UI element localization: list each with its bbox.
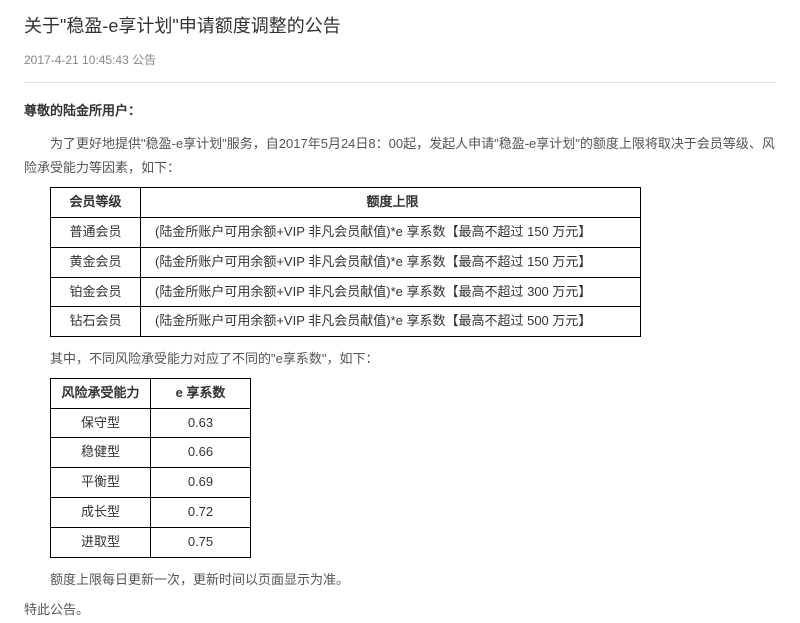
table-row: 普通会员 (陆金所账户可用余额+VIP 非凡会员献值)*e 享系数【最高不超过 …	[51, 217, 641, 247]
cell-limit: (陆金所账户可用余额+VIP 非凡会员献值)*e 享系数【最高不超过 150 万…	[141, 247, 641, 277]
meta-line: 2017-4-21 10:45:43 公告	[24, 51, 776, 83]
closing-paragraph: 特此公告。	[24, 598, 776, 623]
cell-coef: 0.72	[151, 498, 251, 528]
timestamp: 2017-4-21 10:45:43	[24, 53, 129, 67]
table-row: 黄金会员 (陆金所账户可用余额+VIP 非凡会员献值)*e 享系数【最高不超过 …	[51, 247, 641, 277]
table-row: 成长型 0.72	[51, 498, 251, 528]
table-header-row: 会员等级 额度上限	[51, 188, 641, 218]
col-risk: 风险承受能力	[51, 378, 151, 408]
cell-coef: 0.75	[151, 527, 251, 557]
member-limit-table: 会员等级 额度上限 普通会员 (陆金所账户可用余额+VIP 非凡会员献值)*e …	[50, 187, 641, 337]
cell-risk: 稳健型	[51, 438, 151, 468]
table-row: 进取型 0.75	[51, 527, 251, 557]
cell-coef: 0.69	[151, 468, 251, 498]
note-paragraph: 额度上限每日更新一次，更新时间以页面显示为准。	[24, 568, 776, 593]
col-member-level: 会员等级	[51, 188, 141, 218]
cell-risk: 进取型	[51, 527, 151, 557]
intro-paragraph: 为了更好地提供"稳盈-e享计划"服务，自2017年5月24日8：00起，发起人申…	[24, 132, 776, 181]
cell-level: 铂金会员	[51, 277, 141, 307]
cell-level: 普通会员	[51, 217, 141, 247]
page-title: 关于"稳盈-e享计划"申请额度调整的公告	[24, 12, 776, 41]
col-coef: e 享系数	[151, 378, 251, 408]
cell-coef: 0.63	[151, 408, 251, 438]
cell-limit: (陆金所账户可用余额+VIP 非凡会员献值)*e 享系数【最高不超过 500 万…	[141, 307, 641, 337]
risk-coefficient-table: 风险承受能力 e 享系数 保守型 0.63 稳健型 0.66 平衡型 0.69 …	[50, 378, 251, 558]
col-limit: 额度上限	[141, 188, 641, 218]
cell-coef: 0.66	[151, 438, 251, 468]
table-header-row: 风险承受能力 e 享系数	[51, 378, 251, 408]
cell-limit: (陆金所账户可用余额+VIP 非凡会员献值)*e 享系数【最高不超过 150 万…	[141, 217, 641, 247]
table-row: 平衡型 0.69	[51, 468, 251, 498]
cell-level: 黄金会员	[51, 247, 141, 277]
category-label: 公告	[132, 53, 156, 67]
cell-level: 钻石会员	[51, 307, 141, 337]
cell-limit: (陆金所账户可用余额+VIP 非凡会员献值)*e 享系数【最高不超过 300 万…	[141, 277, 641, 307]
table-row: 保守型 0.63	[51, 408, 251, 438]
cell-risk: 保守型	[51, 408, 151, 438]
cell-risk: 成长型	[51, 498, 151, 528]
table-row: 钻石会员 (陆金所账户可用余额+VIP 非凡会员献值)*e 享系数【最高不超过 …	[51, 307, 641, 337]
table-row: 稳健型 0.66	[51, 438, 251, 468]
cell-risk: 平衡型	[51, 468, 151, 498]
salutation: 尊敬的陆金所用户：	[24, 101, 776, 122]
table-row: 铂金会员 (陆金所账户可用余额+VIP 非凡会员献值)*e 享系数【最高不超过 …	[51, 277, 641, 307]
middle-paragraph: 其中，不同风险承受能力对应了不同的"e享系数"，如下：	[24, 347, 776, 372]
